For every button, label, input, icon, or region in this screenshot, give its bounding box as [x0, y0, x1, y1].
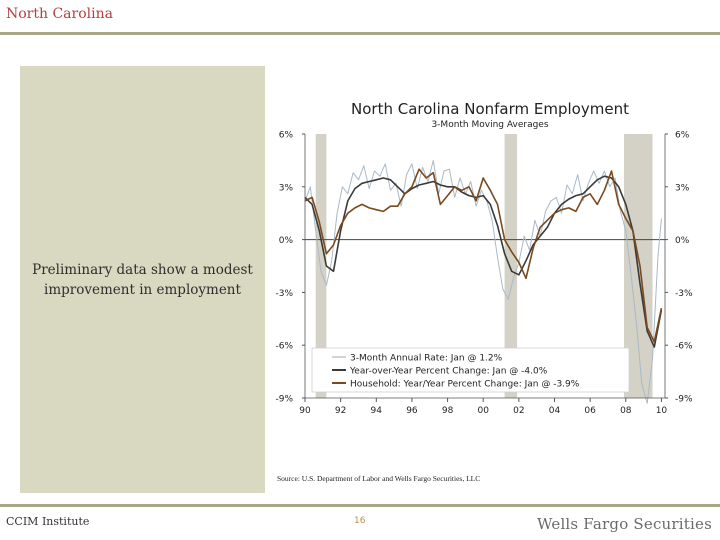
- x-tick-label: 02: [513, 406, 524, 416]
- yoy-line: [304, 175, 663, 348]
- footer-divider: [0, 504, 720, 507]
- recession-bands: [315, 134, 653, 398]
- y-tick-label-left: 3%: [279, 183, 294, 193]
- x-tick-label: 98: [442, 406, 454, 416]
- employment-chart: 6% 6% 3% 3% 0% 0% -3% -3% -6% -6% -9% -9% 90 92 94 96 98…: [275, 100, 693, 417]
- y-tick-label-right: 6%: [675, 131, 690, 141]
- source-note: Source: U.S. Department of Labor and Wel…: [277, 474, 481, 483]
- x-tick-label: 06: [584, 406, 596, 416]
- commentary-panel: Preliminary data show a modest improveme…: [20, 66, 265, 493]
- series-lines: [304, 159, 663, 404]
- y-tick-label-right: 0%: [675, 236, 690, 246]
- legend-label-0: 3-Month Annual Rate: Jan @ 1.2%: [350, 354, 503, 364]
- x-tick-label: 04: [549, 406, 561, 416]
- recession-band-0: [315, 134, 327, 398]
- legend-label-1: Year-over-Year Percent Change: Jan @ -4.…: [349, 367, 548, 377]
- legend-box: [311, 347, 630, 393]
- y-tick-label-right: -9%: [675, 395, 693, 405]
- title-divider: [0, 32, 720, 35]
- commentary-text: Preliminary data show a modest improveme…: [32, 262, 253, 298]
- y-tick-label-right: 3%: [675, 183, 690, 193]
- x-tick-label: 96: [406, 406, 418, 416]
- page-number: 16: [354, 516, 366, 526]
- legend: 3-Month Annual Rate: Jan @ 1.2% Year-over…: [311, 347, 630, 393]
- chart-subtitle: 3-Month Moving Averages: [431, 120, 548, 130]
- x-tick-label: 10: [656, 406, 668, 416]
- y-tick-label-left: -6%: [275, 342, 293, 352]
- slide-title: North Carolina: [6, 6, 113, 22]
- y-tick-label-left: -3%: [275, 289, 293, 299]
- x-tick-label: 00: [477, 406, 489, 416]
- legend-label-2: Household: Year/Year Percent Change: Jan…: [350, 380, 580, 390]
- chart-title: North Carolina Nonfarm Employment: [351, 100, 629, 118]
- y-tick-label-right: -6%: [675, 342, 693, 352]
- y-tick-label-left: 6%: [279, 131, 294, 141]
- household-line: [304, 168, 663, 343]
- x-tick-label: 92: [335, 406, 346, 416]
- x-tick-label: 90: [299, 406, 311, 416]
- axes: 6% 6% 3% 3% 0% 0% -3% -3% -6% -6% -9% -9% 90 92 94 96 98…: [275, 131, 693, 417]
- y-tick-label-left: 0%: [279, 236, 294, 246]
- x-tick-label: 08: [620, 406, 632, 416]
- brand-logo: Wells Fargo Securities: [536, 515, 712, 533]
- x-tick-label: 94: [371, 406, 383, 416]
- recession-band-1: [504, 134, 518, 398]
- y-tick-label-left: -9%: [275, 395, 293, 405]
- y-tick-label-right: -3%: [675, 289, 693, 299]
- footer-organization: CCIM Institute: [6, 515, 90, 528]
